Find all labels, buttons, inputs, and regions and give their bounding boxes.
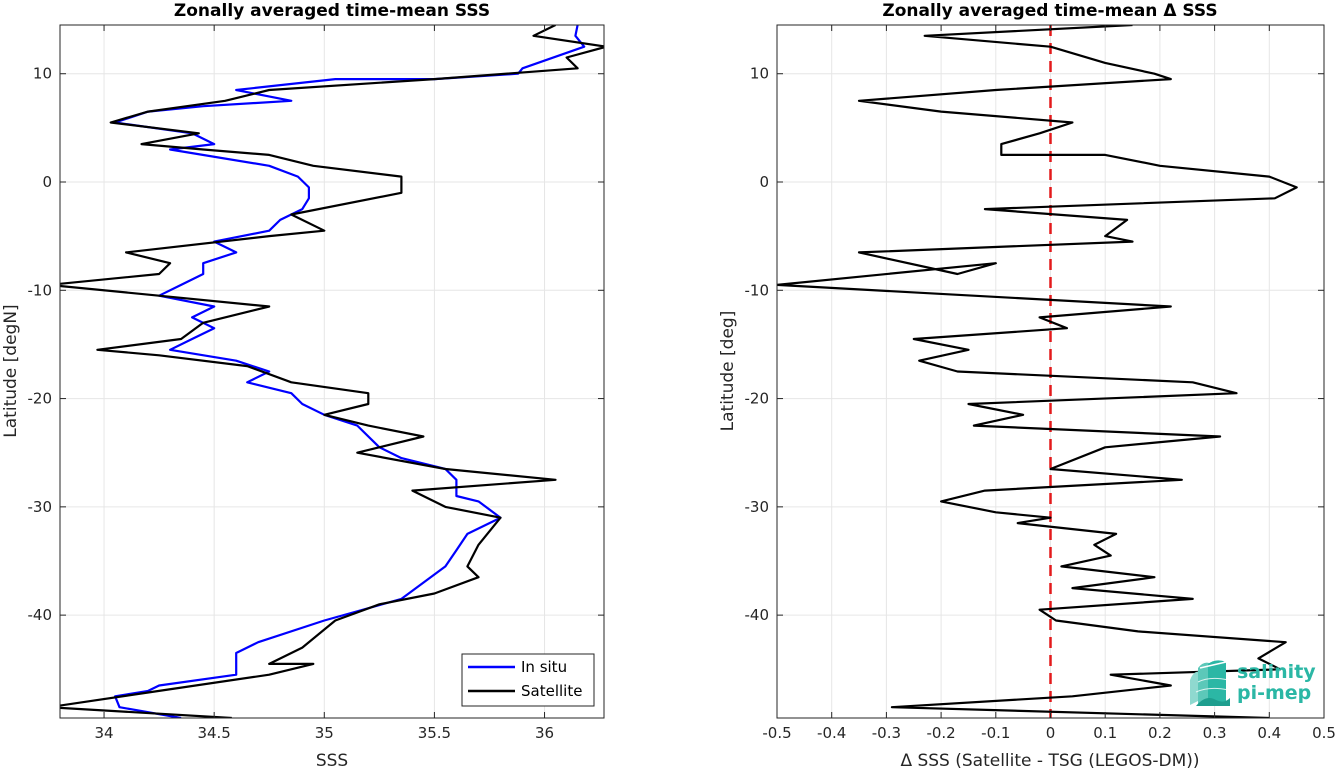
left-gridlines: [60, 25, 604, 718]
left-y-tick-label: -40: [28, 606, 53, 624]
right-x-tick-label: 0.5: [1312, 724, 1336, 742]
right-series-line-delta-sss: [777, 25, 1298, 718]
left-x-tick-label: 35.5: [418, 724, 451, 742]
right-series: [777, 25, 1298, 718]
legend-label-in-situ: In situ: [521, 658, 567, 676]
right-x-axis-label: Δ SSS (Satellite - TSG (LEGOS-DM)): [900, 751, 1199, 769]
right-x-tick-label: -0.2: [926, 724, 955, 742]
left-series: [60, 25, 604, 718]
salinity-pi-mep-logo: salinity pi-mep: [1190, 660, 1316, 706]
right-y-tick-label: 10: [750, 65, 769, 83]
right-y-tick-label: -10: [745, 281, 770, 299]
left-y-axis-label: Latitude [degN]: [1, 304, 21, 437]
left-x-tick-label: 35: [315, 724, 334, 742]
right-x-tick-label: -0.3: [872, 724, 901, 742]
right-x-tick-label: -0.4: [817, 724, 846, 742]
right-chart: -0.5 -0.4 -0.3 -0.2 -0.1 0 0.1 0.2 0.3 0.4 0.5 10 0 -…: [718, 1, 1336, 769]
legend-box: [461, 653, 595, 707]
legend-label-satellite: Satellite: [521, 682, 582, 700]
wave-logo-icon: [1190, 660, 1230, 706]
left-plot-area: [60, 25, 604, 718]
right-ticks: -0.5 -0.4 -0.3 -0.2 -0.1 0 0.1 0.2 0.3 0.4 0.5 10 0 -…: [745, 25, 1336, 742]
left-x-tick-label: 34: [95, 724, 114, 742]
left-x-axis-label: SSS: [316, 751, 348, 769]
left-y-tick-label: -10: [28, 281, 53, 299]
right-y-axis-label: Latitude [deg]: [718, 311, 738, 432]
logo-text-salinity: salinity: [1237, 661, 1316, 683]
right-y-tick-label: -20: [745, 390, 770, 408]
left-chart: 34 34.5 35 35.5 36 10 0 -10 -20 -30 -40 Zonally av…: [1, 1, 605, 769]
right-x-tick-label: 0.1: [1093, 724, 1117, 742]
right-x-tick-label: -0.1: [981, 724, 1010, 742]
left-ticks: 34 34.5 35 35.5 36 10 0 -10 -20 -30 -40: [28, 25, 604, 742]
right-chart-title: Zonally averaged time-mean Δ SSS: [882, 1, 1217, 21]
left-x-tick-label: 36: [535, 724, 554, 742]
left-y-tick-label: -30: [28, 498, 53, 516]
left-series-line-satellite: [60, 25, 604, 718]
left-chart-title: Zonally averaged time-mean SSS: [174, 1, 490, 21]
right-x-tick-label: 0.2: [1148, 724, 1172, 742]
right-y-tick-label: -40: [745, 606, 770, 624]
right-y-tick-label: 0: [759, 173, 769, 191]
legend: In situ Satellite: [461, 653, 595, 707]
left-axes-box: [59, 24, 605, 719]
left-x-tick-label: 34.5: [197, 724, 230, 742]
left-y-tick-label: 10: [33, 65, 52, 83]
right-x-tick-label: -0.5: [762, 724, 791, 742]
left-y-tick-label: 0: [42, 173, 52, 191]
right-x-tick-label: 0.4: [1257, 724, 1281, 742]
right-x-tick-label: 0: [1046, 724, 1056, 742]
left-y-tick-label: -20: [28, 390, 53, 408]
right-y-tick-label: -30: [745, 498, 770, 516]
right-x-tick-label: 0.3: [1203, 724, 1227, 742]
logo-text-pi-mep: pi-mep: [1237, 682, 1311, 704]
